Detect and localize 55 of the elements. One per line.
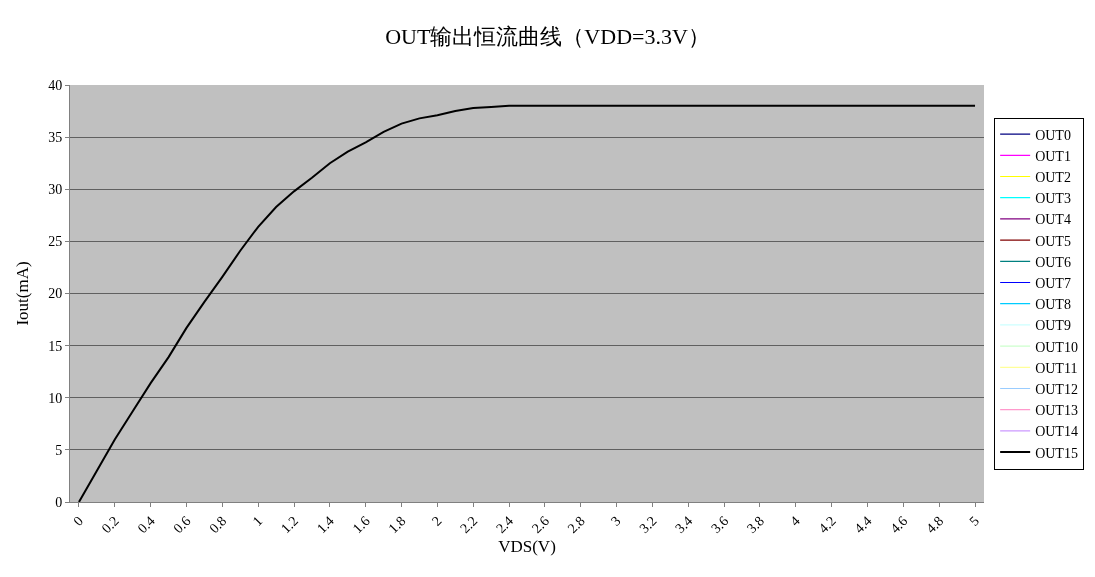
x-tick-label: 0.8 [206,513,230,537]
x-tick-label: 2.6 [529,513,552,537]
x-tick-label: 4 [787,513,803,529]
x-tick-label: 1.2 [278,513,302,537]
x-tick-label: 4.2 [815,513,839,537]
legend-label: OUT11 [1035,360,1078,376]
legend-label: OUT12 [1035,381,1078,397]
legend-label: OUT0 [1035,127,1071,143]
x-tick-label: 4.8 [923,513,947,537]
legend-label: OUT14 [1035,424,1078,440]
x-tick-label: 2 [428,513,445,529]
x-tick-label: 4.6 [887,513,911,537]
legend-label: OUT8 [1035,297,1071,313]
legend-label: OUT3 [1035,191,1071,207]
x-tick-label: 2.8 [564,513,588,537]
x-tick-label: 4.4 [851,513,875,537]
x-tick-label: 0.2 [98,513,122,537]
y-tick-label: 35 [48,130,63,146]
y-tick-label: 20 [48,286,63,302]
y-tick-label: 30 [48,182,63,198]
y-tick-label: 15 [48,338,63,354]
x-tick-label: 3 [608,513,624,529]
x-tick-label: 0.4 [134,513,158,537]
legend-label: OUT7 [1035,275,1071,291]
legend-label: OUT13 [1035,403,1078,419]
x-tick-label: 2.2 [457,513,481,537]
legend-label: OUT2 [1035,169,1071,185]
x-tick-label: 1.6 [349,513,373,537]
line-series [77,104,977,502]
x-tick-label: 1.4 [313,513,337,537]
x-tick-label: 3.8 [744,513,768,537]
legend-label: OUT9 [1035,318,1071,334]
y-axis-title: Iout(mA) [12,261,32,326]
legend-label: OUT10 [1035,339,1078,355]
legend-label: OUT4 [1035,212,1071,228]
y-tick-label: 10 [48,390,63,406]
x-tick-label: 0 [70,513,87,529]
x-axis-title: VDS(V) [498,536,556,556]
x-tick-label: 3.2 [636,513,660,537]
x-tick-label: 1.8 [385,513,409,537]
x-tick-label: 1 [249,513,266,529]
chart-title: OUT输出恒流曲线（VDD=3.3V） [385,24,710,50]
y-tick-label: 25 [48,234,63,250]
legend-label: OUT15 [1035,445,1078,461]
x-tick-label: 3.4 [672,513,696,537]
y-tick-label: 40 [48,77,63,93]
x-tick-label: 3.6 [708,513,732,537]
legend-label: OUT6 [1035,254,1071,270]
x-tick-label: 0.6 [170,513,194,537]
y-tick-label: 0 [55,494,63,510]
legend-label: OUT5 [1035,233,1071,249]
x-tick-label: 5 [966,513,983,529]
x-tick-label: 2.4 [493,513,517,537]
legend-label: OUT1 [1035,148,1071,164]
y-tick-label: 5 [55,442,63,458]
